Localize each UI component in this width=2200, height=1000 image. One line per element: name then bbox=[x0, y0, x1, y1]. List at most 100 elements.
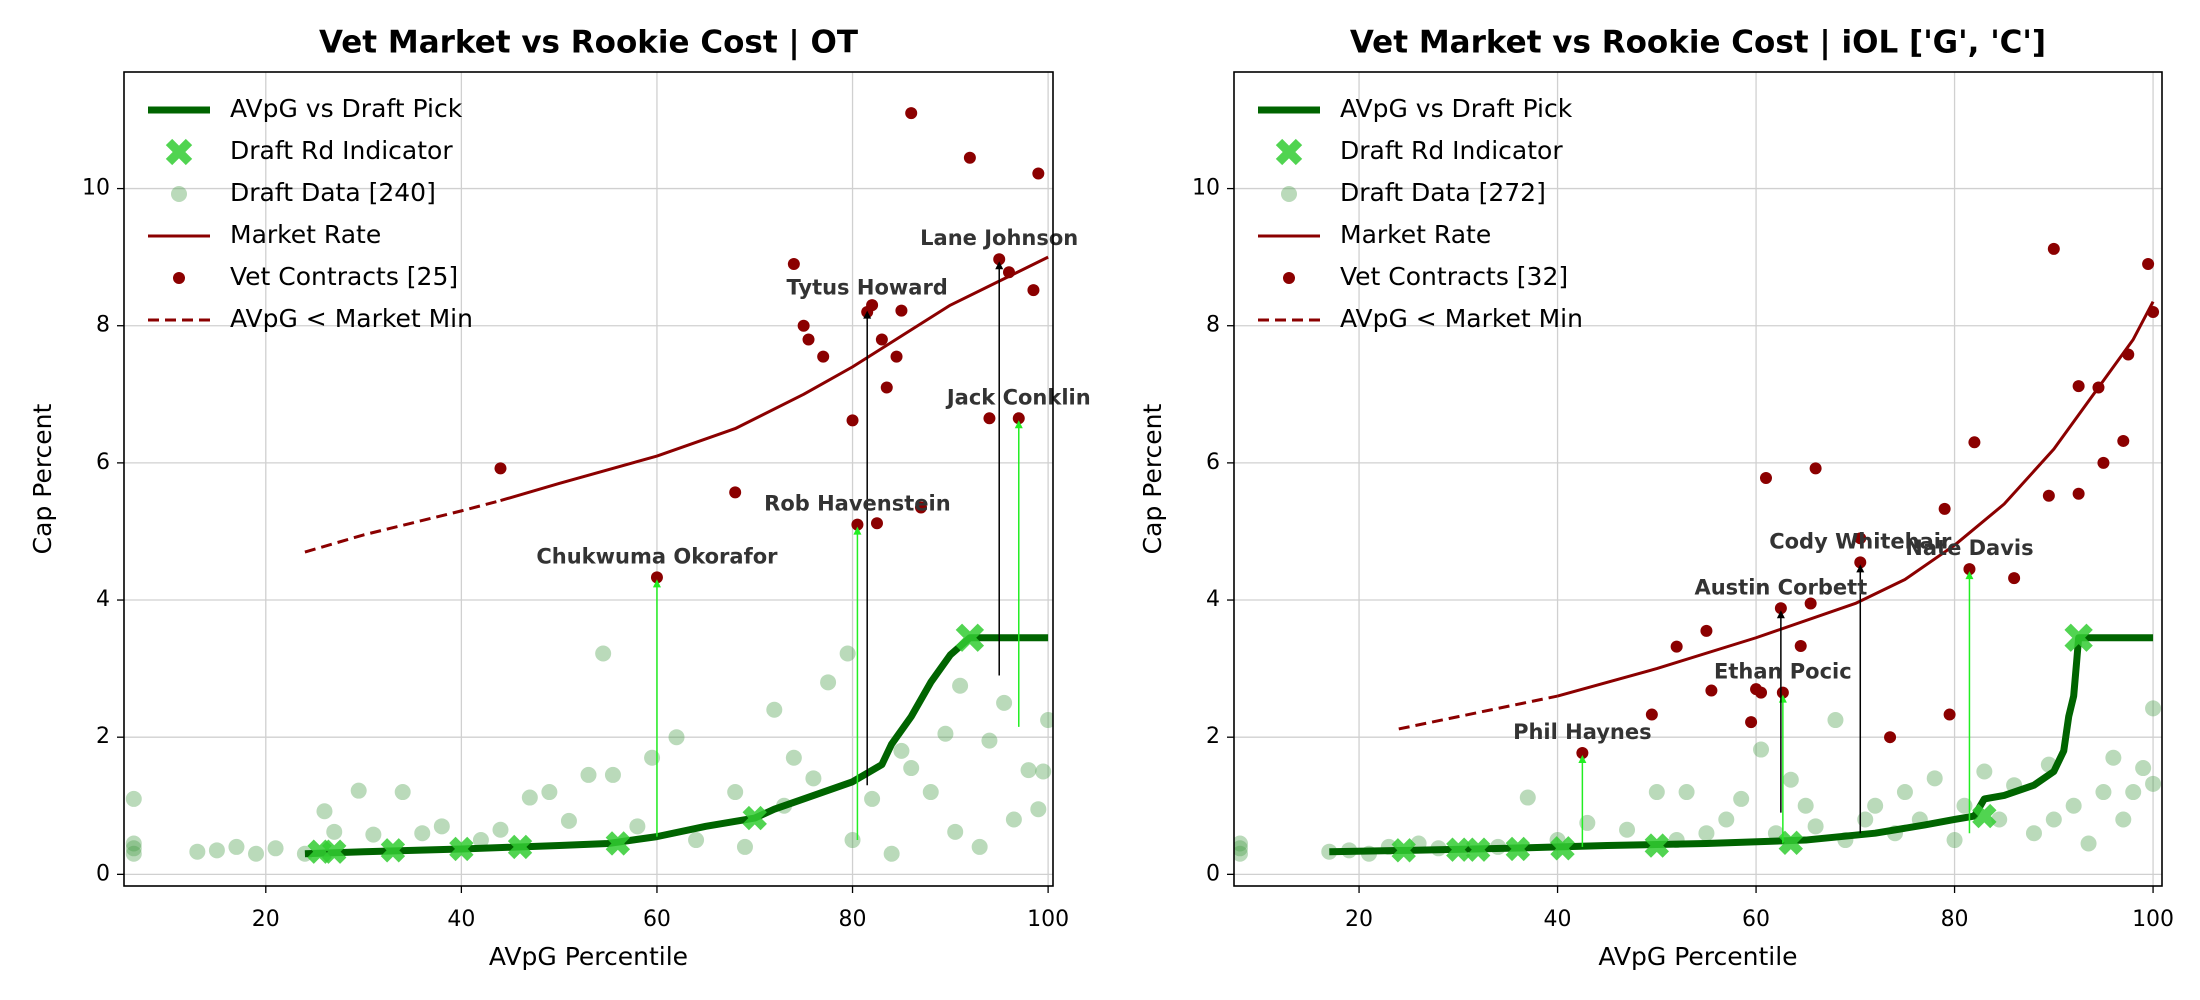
vet-point bbox=[851, 518, 864, 531]
x-tick-label: 80 bbox=[1941, 907, 1969, 932]
draft-point bbox=[125, 835, 142, 852]
draft-point bbox=[785, 749, 802, 766]
annotation-label: Nate Davis bbox=[1905, 536, 2033, 560]
draft-point bbox=[688, 832, 705, 849]
draft-point bbox=[1797, 797, 1814, 814]
draft-point bbox=[125, 845, 142, 862]
vet-point bbox=[494, 462, 507, 475]
y-axis-label: Cap Percent bbox=[28, 403, 57, 554]
round-marker bbox=[1465, 837, 1491, 862]
vet-point bbox=[905, 107, 918, 120]
legend-label: Market Rate bbox=[1340, 220, 1491, 249]
draft-point bbox=[433, 818, 450, 835]
draft-point bbox=[2045, 811, 2062, 828]
draft-point bbox=[2115, 811, 2132, 828]
draft-point bbox=[326, 823, 343, 840]
round-marker bbox=[2064, 623, 2093, 652]
draft-point bbox=[1020, 762, 1037, 779]
draft-point bbox=[766, 701, 783, 718]
legend-label: Draft Rd Indicator bbox=[1340, 136, 1563, 165]
axes-frame bbox=[1233, 71, 2163, 887]
vet-point bbox=[1012, 412, 1025, 425]
dashed-line bbox=[304, 499, 501, 554]
draft-point bbox=[2145, 775, 2162, 792]
arrow-head bbox=[863, 310, 872, 319]
y-tick-label: 10 bbox=[1192, 176, 1220, 201]
vet-point bbox=[1670, 640, 1683, 653]
vet-point bbox=[2117, 434, 2130, 447]
vet-point bbox=[817, 350, 830, 363]
vet-point bbox=[1705, 684, 1718, 697]
vet-point bbox=[650, 571, 663, 584]
draft-point bbox=[1035, 763, 1052, 780]
draft-point bbox=[560, 812, 577, 829]
vet-point bbox=[1794, 639, 1807, 652]
round-marker bbox=[1446, 837, 1471, 862]
draft-point bbox=[727, 784, 744, 801]
vet-point bbox=[1963, 563, 1976, 576]
legend-symbol bbox=[173, 272, 185, 284]
y-tick-label: 0 bbox=[1206, 861, 1220, 886]
legend-label: AVpG vs Draft Pick bbox=[1340, 94, 1573, 123]
draft-point bbox=[1867, 797, 1884, 814]
draft-point bbox=[864, 790, 881, 807]
legend-label: AVpG vs Draft Pick bbox=[230, 94, 463, 123]
x-tick-label: 20 bbox=[252, 907, 280, 932]
draft-point bbox=[839, 645, 856, 662]
arrow-head bbox=[1965, 571, 1974, 580]
round-marker bbox=[1778, 830, 1803, 855]
draft-point bbox=[472, 832, 489, 849]
draft-point bbox=[228, 838, 245, 855]
vet-point bbox=[1804, 597, 1817, 610]
draft-point bbox=[2095, 784, 2112, 801]
round-marker bbox=[1972, 803, 1997, 829]
round-marker bbox=[1550, 836, 1575, 861]
draft-point bbox=[1782, 771, 1799, 788]
draft-point bbox=[1678, 784, 1695, 801]
draft-point bbox=[365, 826, 382, 843]
draft-point bbox=[2065, 797, 2082, 814]
draft-point bbox=[1926, 770, 1943, 787]
draft-point bbox=[2145, 700, 2162, 717]
y-tick-label: 2 bbox=[96, 724, 110, 749]
draft-point bbox=[1234, 845, 1248, 862]
annotation-label: Tytus Howard bbox=[787, 276, 948, 300]
vet-point bbox=[993, 253, 1006, 266]
legend-label: Vet Contracts [32] bbox=[1340, 262, 1568, 291]
legend-symbol bbox=[171, 186, 187, 202]
vet-point bbox=[1700, 624, 1713, 637]
round-marker bbox=[380, 838, 406, 863]
draft-point bbox=[2105, 749, 2122, 766]
legend-symbol bbox=[1283, 272, 1295, 284]
vet-point bbox=[1968, 436, 1981, 449]
draft-point bbox=[1807, 818, 1824, 835]
vet-point bbox=[875, 333, 888, 346]
draft-point bbox=[189, 843, 206, 860]
vet-point bbox=[1774, 602, 1787, 615]
draft-point bbox=[1698, 825, 1715, 842]
vet-point bbox=[870, 517, 883, 530]
draft-point bbox=[996, 694, 1013, 711]
x-tick-label: 80 bbox=[839, 907, 867, 932]
draft-point bbox=[394, 784, 411, 801]
arrow-head bbox=[1776, 610, 1785, 619]
vet-point bbox=[1809, 462, 1822, 475]
draft-point bbox=[267, 840, 284, 857]
plot-area bbox=[125, 107, 1053, 864]
vet-point bbox=[1755, 686, 1768, 699]
draft-point bbox=[604, 766, 621, 783]
draft-point bbox=[981, 732, 998, 749]
draft-point bbox=[805, 770, 822, 787]
draft-point bbox=[883, 845, 900, 862]
round-marker bbox=[322, 839, 347, 864]
legend: AVpG vs Draft Pick Draft Rd Indicator Draf… bbox=[148, 94, 473, 333]
round-marker bbox=[507, 834, 533, 860]
draft-point bbox=[595, 645, 612, 662]
draft-point bbox=[2025, 825, 2042, 842]
y-tick-label: 10 bbox=[82, 176, 110, 201]
draft-point bbox=[937, 725, 954, 742]
arrow-head bbox=[853, 526, 862, 535]
series-line bbox=[304, 634, 1049, 858]
vet-point bbox=[1027, 284, 1040, 297]
